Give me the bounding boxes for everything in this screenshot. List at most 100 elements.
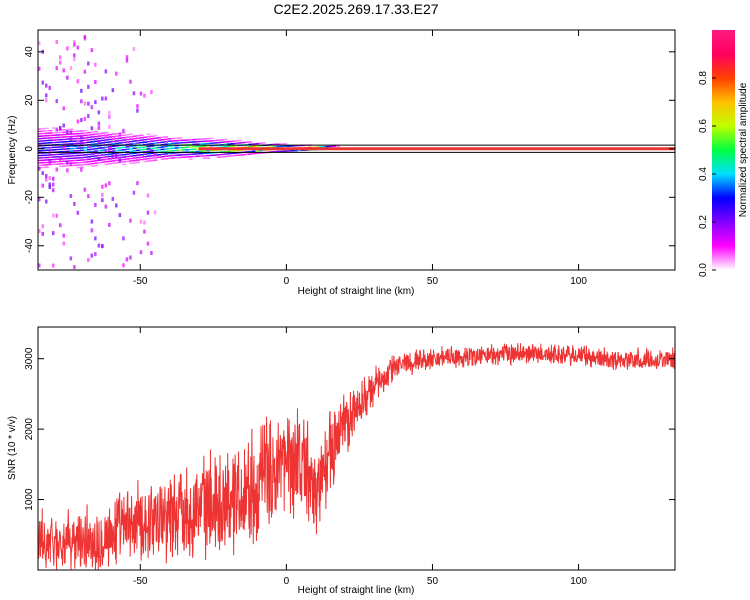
spectrogram-cell (132, 140, 137, 142)
y-tick-label: -20 (24, 190, 35, 205)
spectrogram-cell (122, 161, 126, 163)
spectrogram-cell (164, 136, 168, 138)
spectrogram-speckle (97, 121, 101, 126)
spectrogram-cell (160, 153, 165, 156)
spectrogram-cell (101, 142, 105, 144)
colorbar-tick-label: 0.6 (698, 119, 709, 133)
spectrogram-cell (90, 141, 95, 143)
spectrogram-cell (206, 137, 211, 140)
spectrogram-cell (90, 153, 95, 155)
spectrogram-cell (94, 157, 98, 160)
spectrogram-speckle (55, 99, 58, 104)
spectrogram-cell (104, 161, 109, 163)
x-tick-label: 0 (284, 576, 290, 587)
spectrogram-cell (150, 145, 154, 147)
spectrogram-cell (66, 165, 70, 167)
spectrogram-cell (55, 141, 60, 144)
spectrogram-cell (59, 148, 63, 151)
spectrogram-cell (220, 156, 225, 158)
spectrogram-cell (69, 128, 74, 130)
spectrogram-speckle (94, 202, 97, 207)
spectrogram-cell (45, 156, 49, 159)
spectrogram-cell (38, 154, 42, 157)
spectrogram-cell (136, 137, 140, 139)
spectrogram-cell (129, 148, 133, 150)
spectrogram-cell (195, 150, 200, 153)
spectrogram-speckle (73, 201, 76, 206)
spectrogram-cell (115, 149, 119, 152)
spectrogram-cell (52, 163, 56, 166)
spectrogram-cell (188, 148, 193, 151)
spectrogram-cell (87, 139, 91, 141)
spectrogram-speckle (66, 160, 69, 165)
spectrogram-cell (115, 133, 119, 135)
spectrogram-speckle (90, 48, 94, 53)
spectrogram-cell (76, 152, 81, 154)
spectrogram-speckle (132, 47, 136, 52)
spectrogram-cell (143, 146, 147, 148)
spectrogram-speckle (69, 137, 73, 142)
spectrogram-cell (178, 147, 183, 149)
spectrogram-cell (41, 147, 46, 149)
spectrogram-cell (241, 154, 246, 156)
spectrogram-cell (69, 135, 74, 138)
spectrogram-speckle (97, 110, 101, 115)
spectrogram-cell (164, 141, 168, 143)
spectrogram-speckle (132, 91, 136, 96)
spectrogram-cell (223, 150, 228, 153)
spectrogram-speckle (153, 152, 157, 157)
spectrogram-cell (146, 150, 151, 153)
spectrogram-cell (90, 158, 95, 160)
spectrogram-speckle (55, 167, 58, 172)
spectrogram-cell (97, 135, 102, 137)
spectrogram-cell (195, 138, 200, 141)
spectrogram-cell (122, 134, 126, 136)
spectrogram-speckle (48, 151, 51, 156)
spectrogram-cell (62, 153, 67, 155)
spectrogram-cell (73, 138, 77, 140)
spectrogram-cell (237, 142, 242, 144)
spectrogram-cell (279, 143, 284, 145)
spectrogram-cell (55, 131, 60, 134)
spectrogram-cell (73, 142, 77, 145)
spectrogram-speckle (90, 219, 94, 224)
spectrogram-cell (160, 141, 165, 143)
y-tick-label: 20 (24, 94, 35, 106)
spectrogram-cell (241, 141, 246, 144)
spectrogram-cell (129, 145, 133, 148)
spectrogram-speckle (55, 213, 58, 218)
spectrogram-cell (87, 158, 91, 160)
spectrogram-speckle (115, 153, 118, 158)
spectrogram-cell (73, 159, 77, 162)
spectrogram-cell (167, 145, 172, 147)
spectrogram-cell (38, 152, 42, 154)
spectrogram-cell (80, 154, 84, 156)
spectrogram-speckle (146, 241, 150, 246)
spectrogram-cell (83, 154, 88, 156)
spectrogram-cell (164, 158, 168, 160)
spectrogram-cell (157, 154, 161, 156)
spectrogram-cell (209, 137, 214, 140)
spectrogram-cell (115, 152, 119, 154)
spectrogram-cell (87, 156, 91, 158)
spectrogram-cell (115, 157, 119, 159)
spectrogram-cell (195, 145, 200, 148)
spectrogram-cell (206, 157, 211, 159)
spectrogram-cell (69, 145, 74, 147)
snr-x-label: Height of straight line (km) (298, 585, 415, 596)
spectrogram-cell (48, 129, 53, 132)
spectrogram-cell (48, 149, 53, 151)
spectrogram-speckle (38, 41, 41, 46)
spectrogram-cell (125, 141, 130, 143)
spectrogram-cell (150, 140, 154, 142)
spectrogram-cell (244, 141, 249, 143)
spectrogram-cell (244, 153, 249, 156)
spectrogram-cell (80, 132, 84, 135)
spectrogram-speckle (41, 171, 44, 176)
spectrogram-speckle (97, 139, 101, 144)
spectrogram-cell (290, 150, 295, 152)
spectrogram-cell (143, 160, 147, 163)
spectrogram-cell (132, 135, 137, 137)
x-tick-label: -50 (133, 576, 148, 587)
spectrogram-speckle (101, 96, 104, 101)
